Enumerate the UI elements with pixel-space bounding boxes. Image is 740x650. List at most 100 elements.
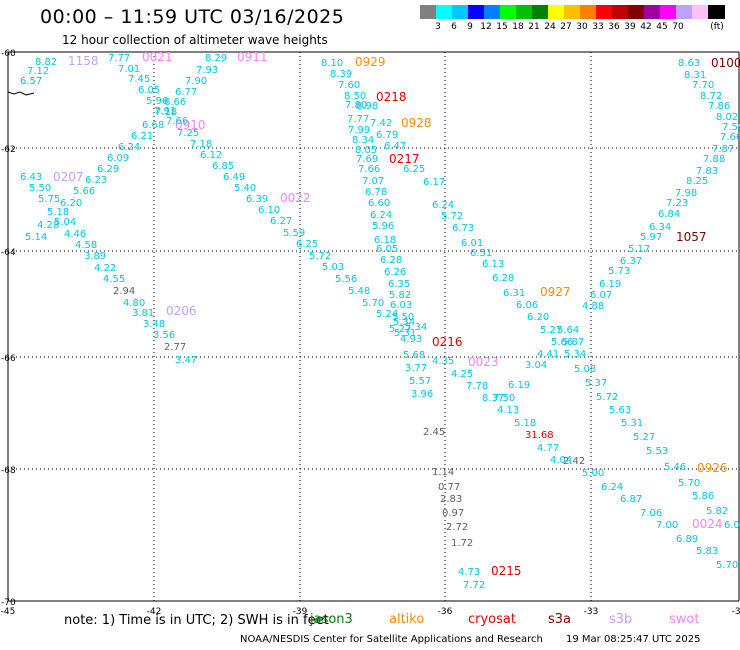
swh-value: 5.82 (389, 290, 411, 301)
swh-value: 5.08 (574, 364, 596, 375)
legend-swatch (612, 5, 629, 19)
swh-value: 3.56 (153, 330, 175, 341)
legend-unit: (ft) (710, 22, 724, 32)
swh-value: 6.03 (390, 300, 412, 311)
swh-value: 5.82 (706, 506, 728, 517)
swh-value: 6.85 (212, 161, 234, 172)
swh-value: 6.34 (649, 222, 671, 233)
legend-swatch (436, 5, 453, 19)
swh-value: 7.72 (463, 580, 485, 591)
satellite-jason3: jason3 (310, 612, 353, 627)
pass-time-label: 0022 (280, 191, 311, 205)
swh-value: 6.25 (403, 164, 425, 175)
credit-line: NOAA/NESDIS Center for Satellite Applica… (240, 634, 543, 645)
swh-value: 6.51 (470, 248, 492, 259)
swh-value: 6.25 (296, 239, 318, 250)
swh-value: 6.13 (482, 259, 504, 270)
swh-value: 8.31 (684, 70, 706, 81)
swh-value: 7.66 (720, 132, 740, 143)
satellite-swot: swot (669, 612, 700, 627)
swh-value: 5.66 (73, 186, 95, 197)
legend-swatch (676, 5, 693, 19)
pass-time-label: 0911 (237, 50, 268, 64)
swh-value: 5.86 (692, 491, 714, 502)
pass-time-label: 0023 (468, 355, 499, 369)
swh-value: 6.84 (658, 209, 680, 220)
swh-value: 5.70 (678, 478, 700, 489)
legend-swatch (628, 5, 645, 19)
pass-time-label: 0024 (692, 517, 723, 531)
swh-value: 6.35 (388, 279, 410, 290)
swh-value: 7.06 (640, 508, 662, 519)
swh-value: 7.88 (703, 154, 725, 165)
coastline (7, 91, 35, 96)
swh-value: 5.96 (146, 96, 168, 107)
legend-swatch (692, 5, 709, 19)
swh-value: 6.05 (138, 85, 160, 96)
map-title: 00:00 – 11:59 UTC 03/16/2025 (40, 6, 345, 28)
swh-value: 4.35 (432, 356, 454, 367)
swh-value: 6.24 (432, 200, 454, 211)
swh-value: 5.03 (322, 262, 344, 273)
swh-value: 7.77 (108, 53, 130, 64)
lat-tick-label: -60 (1, 49, 16, 59)
swh-value: 5.97 (640, 232, 662, 243)
swh-value: 2.77 (164, 342, 186, 353)
swh-value: 6.20 (60, 198, 82, 209)
swh-value: 3.89 (84, 251, 106, 262)
lat-tick-label: -62 (1, 145, 16, 155)
legend-label: 27 (560, 22, 572, 32)
swh-value: 7.00 (656, 520, 678, 531)
satellite-cryosat: cryosat (468, 612, 516, 627)
swh-value: 6.01 (461, 238, 483, 249)
swh-value: 8.82 (35, 57, 57, 68)
legend-swatch (532, 5, 549, 19)
legend-swatch (500, 5, 517, 19)
lon-tick-label: -30 (732, 607, 740, 617)
swh-value: 2.42 (563, 456, 585, 467)
swh-value: 4.13 (497, 405, 519, 416)
lon-tick-label: -39 (293, 607, 308, 617)
swh-value: 7.70 (692, 80, 714, 91)
legend-label: 6 (451, 22, 457, 32)
legend-swatch (580, 5, 597, 19)
swh-value: 6.17 (423, 177, 445, 188)
swh-value: 5.57 (409, 376, 431, 387)
swh-value: 8.50 (344, 91, 366, 102)
lon-tick-label: -42 (147, 607, 162, 617)
swh-value: 8.98 (356, 101, 378, 112)
swh-value: 5.04 (54, 217, 76, 228)
swh-value: 5.18 (514, 418, 536, 429)
swh-value: 4.41 (537, 349, 559, 360)
legend-swatch (484, 5, 501, 19)
swh-value: 6.78 (365, 187, 387, 198)
swh-value: 6.43 (20, 172, 42, 183)
lat-tick-label: -66 (1, 354, 16, 364)
swh-value: 4.80 (123, 298, 145, 309)
swh-value: 7.78 (466, 381, 488, 392)
swh-value: 5.70 (362, 298, 384, 309)
legend-label: 18 (512, 22, 524, 32)
swh-value: 7.18 (190, 139, 212, 150)
pass-time-label: 0928 (401, 116, 432, 130)
pass-time-label: 0910 (175, 118, 206, 132)
pass-time-label: 0216 (432, 335, 463, 349)
swh-value: 5.37 (585, 378, 607, 389)
swh-value: 8.25 (686, 176, 708, 187)
swh-value: 6.79 (376, 130, 398, 141)
legend-label: 15 (496, 22, 508, 32)
swh-value: 6.24 (601, 482, 623, 493)
swh-value: 6.28 (380, 255, 402, 266)
pass-time-label: 0207 (53, 170, 84, 184)
swh-value: 7.66 (358, 164, 380, 175)
legend-swatch (564, 5, 581, 19)
legend-label: 70 (672, 22, 684, 32)
swh-value: 6.26 (384, 267, 406, 278)
swh-value: 8.10 (321, 58, 343, 69)
swh-value: 7.83 (696, 166, 718, 177)
swh-value: 7.87 (712, 144, 734, 155)
satellite-s3a: s3a (548, 612, 572, 627)
pass-time-label: 0929 (355, 55, 386, 69)
swh-value: 0.77 (438, 482, 460, 493)
